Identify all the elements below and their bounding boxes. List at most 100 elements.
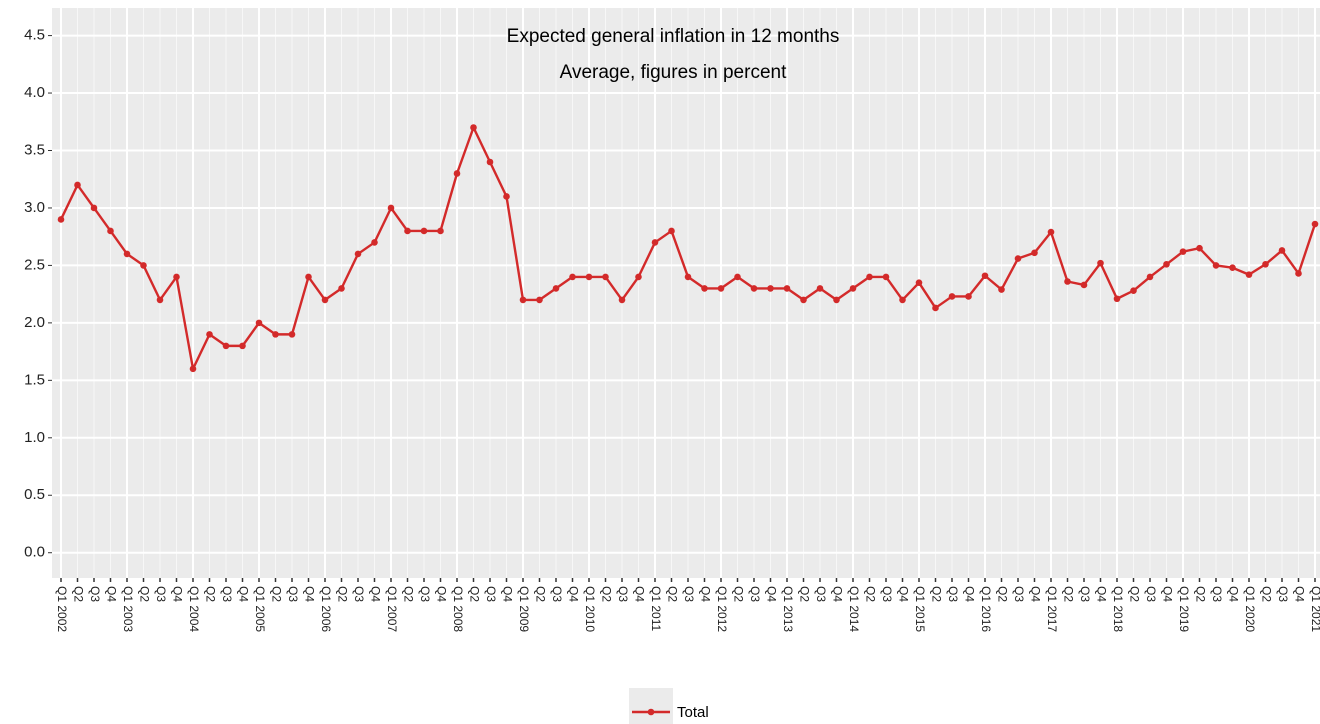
x-tick-label: Q2 (995, 586, 1009, 602)
data-point (1295, 270, 1302, 277)
data-point (816, 285, 824, 292)
x-tick-label: Q1 2004 (187, 586, 201, 632)
data-point (90, 204, 98, 212)
x-tick-label: Q2 (467, 586, 481, 602)
x-tick-label: Q1 2019 (1177, 586, 1191, 632)
data-point (371, 239, 378, 246)
x-tick-label: Q1 2008 (451, 586, 465, 632)
data-point (965, 293, 972, 300)
x-tick-label: Q4 (1226, 586, 1240, 602)
x-tick-label: Q2 (269, 586, 283, 602)
x-tick-label: Q4 (1028, 586, 1042, 602)
y-tick-label: 1.5 (24, 371, 45, 388)
data-point (1080, 281, 1088, 289)
data-point (305, 273, 312, 281)
x-tick-label: Q1 2002 (55, 586, 69, 632)
data-point (882, 273, 890, 281)
chart-subtitle: Average, figures in percent (560, 62, 787, 83)
x-tick-label: Q4 (434, 586, 448, 602)
x-tick-label: Q4 (236, 586, 250, 602)
data-point (1064, 278, 1071, 285)
x-tick-label: Q1 2010 (583, 586, 597, 632)
x-tick-label: Q1 2006 (319, 586, 333, 632)
x-tick-label: Q1 2015 (913, 586, 927, 632)
data-point (189, 365, 197, 373)
x-tick-label: Q1 2005 (253, 586, 267, 632)
data-point (717, 285, 725, 292)
x-tick-label: Q3 (550, 586, 564, 602)
x-tick-label: Q2 (137, 586, 151, 602)
data-point (849, 285, 857, 292)
y-tick-label: 4.0 (24, 84, 45, 101)
data-point (767, 285, 774, 292)
data-point (1130, 287, 1137, 295)
x-tick-label: Q4 (698, 586, 712, 602)
data-point (701, 285, 708, 292)
x-tick-label: Q2 (533, 586, 547, 602)
data-point (288, 331, 296, 338)
data-point (618, 296, 626, 304)
data-point (948, 293, 956, 300)
data-point (222, 342, 230, 350)
x-tick-label: Q2 (335, 586, 349, 602)
data-point (536, 296, 543, 304)
data-point (1113, 295, 1121, 303)
y-tick-label: 1.0 (24, 429, 45, 446)
data-point (173, 273, 180, 281)
x-tick-label: Q3 (88, 586, 102, 602)
data-point (1278, 247, 1286, 254)
data-point (1262, 260, 1269, 268)
x-tick-label: Q3 (946, 586, 960, 602)
y-tick-label: 0.0 (24, 544, 45, 561)
y-tick-label: 0.5 (24, 486, 45, 503)
data-point (156, 296, 164, 304)
x-tick-label: Q1 2021 (1309, 586, 1320, 632)
data-point (519, 296, 527, 304)
plot-panel (52, 8, 1320, 578)
data-point (932, 304, 939, 312)
legend-key-bg (629, 688, 673, 724)
x-tick-label: Q1 2013 (781, 586, 795, 632)
x-tick-label: Q3 (748, 586, 762, 602)
x-tick-label: Q3 (880, 586, 894, 602)
data-point (915, 279, 923, 286)
x-tick-label: Q3 (1210, 586, 1224, 602)
x-tick-label: Q1 2003 (121, 586, 135, 632)
x-tick-label: Q2 (863, 586, 877, 602)
x-tick-label: Q3 (616, 586, 630, 602)
x-tick-label: Q3 (1276, 586, 1290, 602)
x-tick-label: Q1 2012 (715, 586, 729, 632)
x-tick-label: Q1 2009 (517, 586, 531, 632)
data-point (239, 342, 246, 350)
data-point (1179, 248, 1187, 255)
data-point (981, 272, 989, 280)
data-point (486, 158, 494, 166)
x-tick-label: Q1 2020 (1243, 586, 1257, 632)
x-tick-label: Q3 (1012, 586, 1026, 602)
y-tick-label: 3.5 (24, 141, 45, 158)
data-point (1229, 264, 1236, 272)
data-point (470, 124, 477, 131)
x-tick-label: Q3 (352, 586, 366, 602)
y-tick-label: 2.5 (24, 256, 45, 273)
x-tick-label: Q4 (500, 586, 514, 602)
data-point (272, 331, 279, 338)
x-tick-label: Q1 2018 (1111, 586, 1125, 632)
data-point (437, 227, 444, 235)
data-point (1097, 259, 1104, 267)
x-tick-label: Q3 (154, 586, 168, 602)
x-tick-label: Q1 2007 (385, 586, 399, 632)
data-point (569, 273, 576, 281)
x-tick-label: Q1 2014 (847, 586, 861, 632)
data-point (651, 239, 659, 246)
x-tick-label: Q4 (566, 586, 580, 602)
x-tick-label: Q4 (1160, 586, 1174, 602)
data-point (420, 227, 428, 235)
data-point (1212, 262, 1220, 269)
legend-key-point (647, 708, 655, 716)
data-point (1196, 244, 1203, 252)
chart-title: Expected general inflation in 12 months (507, 26, 840, 47)
x-tick-label: Q4 (302, 586, 316, 602)
x-tick-label: Q4 (170, 586, 184, 602)
